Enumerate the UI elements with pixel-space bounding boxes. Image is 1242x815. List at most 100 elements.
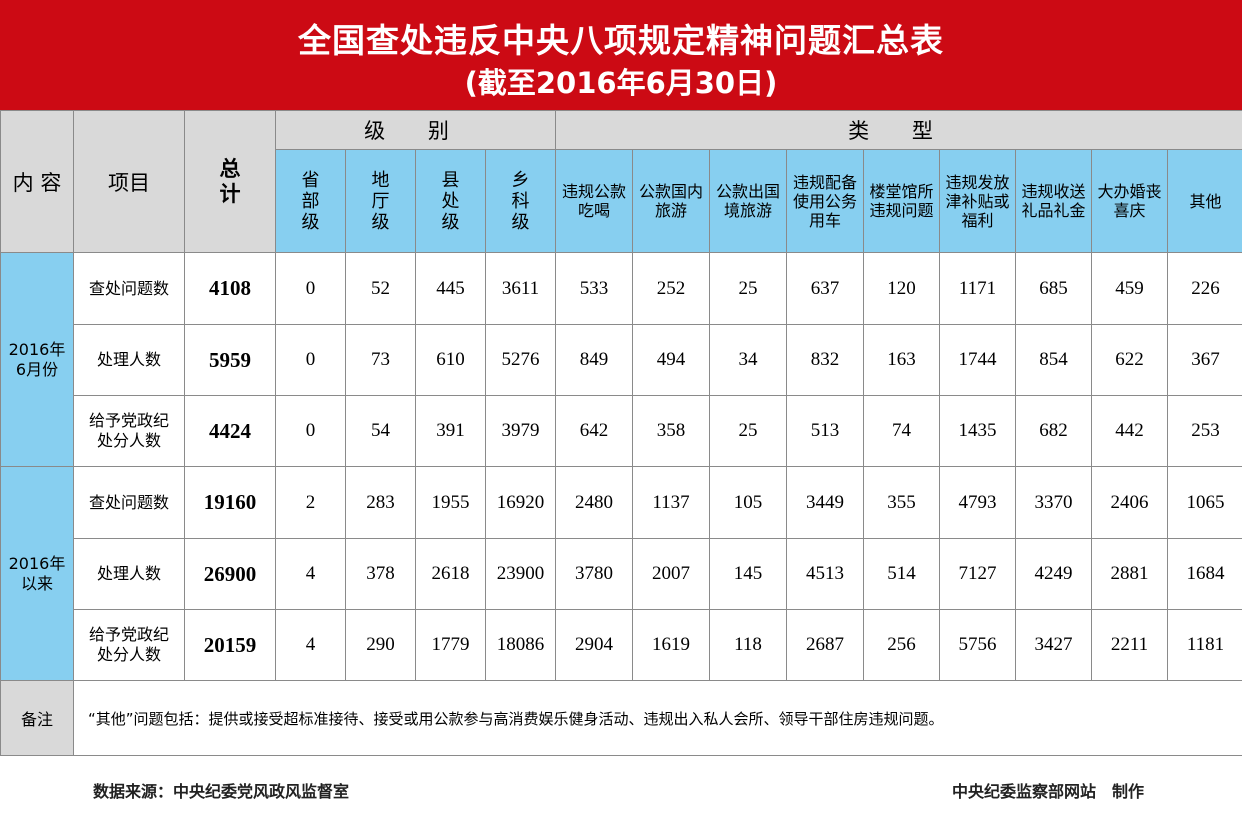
value-cell: 226 bbox=[1166, 252, 1242, 325]
value-cell: 3611 bbox=[485, 252, 556, 325]
cell-line: 级 bbox=[441, 211, 460, 233]
cell-line: 查处问题数 bbox=[88, 492, 169, 512]
value-cell: 118 bbox=[709, 609, 787, 681]
value-cell: 682 bbox=[1015, 395, 1092, 467]
value-cell: 391 bbox=[415, 395, 486, 467]
value-cell: 355 bbox=[863, 466, 940, 539]
value-cell: 163 bbox=[863, 324, 940, 396]
period-label: 2016年 6月份 bbox=[0, 252, 74, 467]
total-header-bottom: 计 bbox=[219, 181, 241, 206]
level-column-header: 县处级 bbox=[415, 149, 486, 253]
cell-line: 厅 bbox=[371, 190, 390, 212]
table-row: 处理人数 26900 4 378 2618 23900 3780 2007 145 4513 514… bbox=[1, 538, 1242, 610]
row-total: 4108 bbox=[184, 252, 276, 325]
value-cell: 1684 bbox=[1166, 538, 1242, 610]
value-cell: 854 bbox=[1015, 324, 1092, 396]
value-cell: 23900 bbox=[485, 538, 556, 610]
type-group-header: 类 型 bbox=[554, 110, 1242, 150]
cell-line: 省 bbox=[301, 169, 320, 191]
cell-line: 旅游 bbox=[654, 201, 687, 220]
type-column-header: 其他 bbox=[1166, 149, 1242, 253]
value-cell: 256 bbox=[863, 609, 940, 681]
row-item-label: 处理人数 bbox=[73, 538, 185, 610]
cell-line: 给予党政纪 bbox=[88, 625, 169, 644]
value-cell: 25 bbox=[709, 252, 787, 325]
row-total: 19160 bbox=[184, 466, 276, 539]
level-group-header: 级 别 bbox=[275, 110, 556, 150]
value-cell: 2904 bbox=[555, 609, 633, 681]
row-total: 5959 bbox=[184, 324, 276, 396]
value-cell: 642 bbox=[555, 395, 633, 467]
level-column-header: 地厅级 bbox=[345, 149, 416, 253]
value-cell: 1181 bbox=[1166, 609, 1242, 681]
value-cell: 74 bbox=[863, 395, 940, 467]
value-cell: 25 bbox=[709, 395, 787, 467]
cell-line: 科 bbox=[511, 190, 530, 212]
value-cell: 4793 bbox=[939, 466, 1016, 539]
row-item-label: 给予党政纪 处分人数 bbox=[73, 395, 185, 467]
level-column-header: 省部级 bbox=[275, 149, 346, 253]
value-cell: 3449 bbox=[786, 466, 864, 539]
value-cell: 34 bbox=[709, 324, 787, 396]
value-cell: 18086 bbox=[485, 609, 556, 681]
header-row-groups: 内 容 项目 总 计 级 别 类 型 bbox=[0, 110, 1242, 253]
cell-line: 处理人数 bbox=[96, 564, 161, 583]
cell-line: 县 bbox=[441, 169, 460, 191]
total-header-top: 总 bbox=[219, 156, 241, 181]
type-column-header: 违规配备 使用公务 用车 bbox=[786, 149, 864, 253]
level-column-header: 乡科级 bbox=[485, 149, 556, 253]
cell-line: 大办婚丧 bbox=[1097, 182, 1162, 201]
cell-line: 地 bbox=[371, 169, 390, 191]
content-header: 内 容 bbox=[0, 110, 74, 253]
title-banner: 全国查处违反中央八项规定精神问题汇总表 (截至2016年6月30日) bbox=[0, 0, 1242, 110]
item-header: 项目 bbox=[73, 110, 185, 253]
value-cell: 849 bbox=[555, 324, 633, 396]
page-title: 全国查处违反中央八项规定精神问题汇总表 bbox=[298, 21, 944, 60]
cell-line: 使用公务 bbox=[792, 191, 857, 211]
value-cell: 513 bbox=[786, 395, 864, 467]
cell-line: 处分人数 bbox=[96, 431, 161, 450]
value-cell: 1955 bbox=[415, 466, 486, 539]
value-cell: 442 bbox=[1091, 395, 1168, 467]
value-cell: 252 bbox=[632, 252, 710, 325]
value-cell: 622 bbox=[1091, 324, 1168, 396]
table-row: 给予党政纪 处分人数 20159 4 290 1779 18086 2904 1619 118 26… bbox=[1, 609, 1242, 681]
total-header: 总 计 bbox=[184, 110, 276, 253]
cell-line: 楼堂馆所 bbox=[869, 182, 934, 201]
cell-line: 境旅游 bbox=[723, 201, 772, 220]
value-cell: 2480 bbox=[555, 466, 633, 539]
value-cell: 73 bbox=[345, 324, 416, 396]
value-cell: 3979 bbox=[485, 395, 556, 467]
value-cell: 685 bbox=[1015, 252, 1092, 325]
value-cell: 1171 bbox=[939, 252, 1016, 325]
row-total: 26900 bbox=[184, 538, 276, 610]
cell-line: 2016年 bbox=[8, 339, 66, 359]
value-cell: 4513 bbox=[786, 538, 864, 610]
row-item-label: 查处问题数 bbox=[73, 252, 185, 325]
value-cell: 0 bbox=[275, 252, 346, 325]
value-cell: 3780 bbox=[555, 538, 633, 610]
value-cell: 378 bbox=[345, 538, 416, 610]
value-cell: 1619 bbox=[632, 609, 710, 681]
cell-line: 以来 bbox=[20, 573, 53, 593]
value-cell: 290 bbox=[345, 609, 416, 681]
value-cell: 832 bbox=[786, 324, 864, 396]
cell-line: 乡 bbox=[511, 169, 530, 191]
cell-line: 违规发放 bbox=[945, 172, 1010, 192]
value-cell: 2618 bbox=[415, 538, 486, 610]
value-cell: 2211 bbox=[1091, 609, 1168, 681]
value-cell: 145 bbox=[709, 538, 787, 610]
value-cell: 4 bbox=[275, 609, 346, 681]
cell-line: 津补贴或 bbox=[945, 191, 1010, 211]
page-subtitle: (截至2016年6月30日) bbox=[464, 66, 778, 100]
value-cell: 283 bbox=[345, 466, 416, 539]
cell-line: 处理人数 bbox=[96, 350, 161, 369]
value-cell: 1435 bbox=[939, 395, 1016, 467]
cell-line: 部 bbox=[301, 190, 320, 212]
value-cell: 610 bbox=[415, 324, 486, 396]
table-row: 给予党政纪 处分人数 4424 0 54 391 3979 642 358 25 513 74 1435… bbox=[1, 395, 1242, 467]
value-cell: 3427 bbox=[1015, 609, 1092, 681]
value-cell: 7127 bbox=[939, 538, 1016, 610]
cell-line: 违规问题 bbox=[869, 201, 934, 220]
cell-line: 公款国内 bbox=[638, 182, 703, 201]
